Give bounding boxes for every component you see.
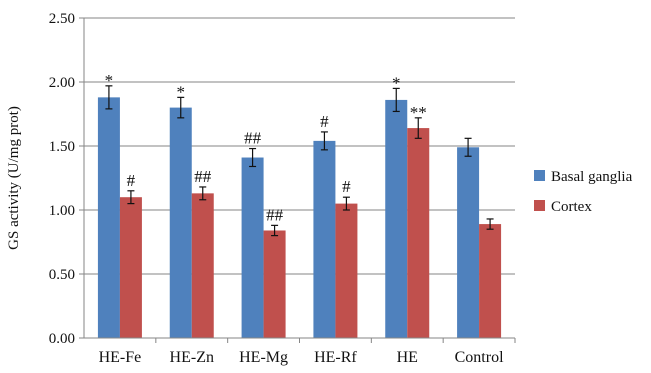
x-category-label: HE-Mg bbox=[239, 349, 288, 366]
legend: Basal ganglia Cortex bbox=[534, 169, 633, 215]
bar bbox=[97, 97, 120, 338]
significance-label: * bbox=[177, 82, 186, 101]
gridlines bbox=[84, 17, 515, 275]
significance-label: ## bbox=[266, 205, 284, 224]
error-bar bbox=[486, 218, 494, 230]
bar bbox=[313, 140, 336, 338]
error-bar bbox=[127, 190, 135, 205]
y-tick-label: 0.50 bbox=[49, 267, 75, 283]
x-category-label: Control bbox=[455, 349, 504, 366]
x-category-label: HE bbox=[397, 349, 418, 366]
error-bar bbox=[392, 87, 400, 113]
y-tick-labels: 0.00 0.50 1.00 1.50 2.00 2.50 bbox=[49, 11, 75, 347]
significance-label: ## bbox=[194, 167, 212, 186]
significance-label: ## bbox=[244, 129, 262, 148]
bar bbox=[335, 203, 358, 338]
legend-swatch bbox=[534, 170, 545, 181]
error-bar bbox=[414, 117, 422, 139]
significance-label: * bbox=[392, 73, 401, 92]
legend-label: Cortex bbox=[551, 199, 592, 215]
bar bbox=[169, 107, 192, 338]
bar bbox=[479, 224, 502, 338]
significance-labels: *#*########*** bbox=[105, 71, 427, 225]
x-category-labels: HE-Fe HE-Zn HE-Mg HE-Rf HE Control bbox=[99, 349, 504, 366]
y-tick-label: 1.00 bbox=[49, 203, 75, 219]
y-tick-label: 0.00 bbox=[49, 331, 75, 347]
y-tick-label: 2.00 bbox=[49, 75, 75, 91]
error-bars bbox=[105, 85, 494, 237]
significance-label: # bbox=[127, 171, 136, 190]
x-category-label: HE-Rf bbox=[314, 349, 357, 366]
error-bar bbox=[320, 131, 328, 151]
y-tick-label: 1.50 bbox=[49, 139, 75, 155]
x-category-label: HE-Zn bbox=[170, 349, 214, 366]
error-bar bbox=[342, 196, 350, 211]
error-bar bbox=[464, 137, 472, 157]
bar bbox=[241, 157, 264, 338]
bar bbox=[407, 128, 430, 338]
axes bbox=[79, 17, 516, 343]
significance-label: * bbox=[105, 71, 114, 90]
error-bar bbox=[271, 224, 279, 237]
significance-label: # bbox=[342, 177, 351, 196]
legend-label: Basal ganglia bbox=[551, 169, 633, 185]
bar bbox=[263, 230, 286, 338]
legend-swatch bbox=[534, 200, 545, 211]
y-tick-label: 2.50 bbox=[49, 11, 75, 27]
error-bar bbox=[105, 85, 113, 110]
error-bar bbox=[199, 186, 207, 201]
error-bar bbox=[249, 147, 257, 168]
significance-label: ** bbox=[410, 103, 427, 122]
bar bbox=[119, 197, 142, 338]
bars bbox=[97, 97, 502, 338]
x-category-label: HE-Fe bbox=[99, 349, 142, 366]
bar bbox=[457, 147, 480, 338]
y-axis-title: GS activity (U/mg prot) bbox=[6, 106, 22, 250]
bar bbox=[191, 193, 214, 338]
error-bar bbox=[177, 96, 185, 119]
significance-label: # bbox=[320, 112, 329, 131]
bar bbox=[385, 99, 408, 338]
